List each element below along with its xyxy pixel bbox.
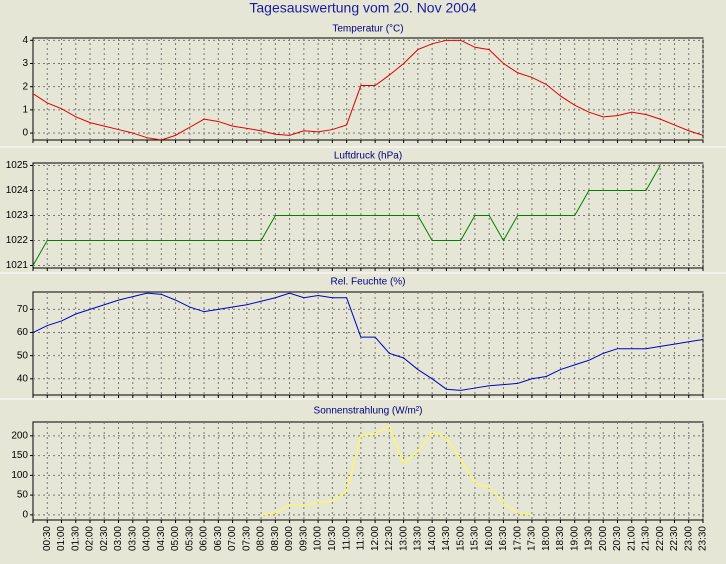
data-line xyxy=(33,165,661,266)
x-tick-label: 10:30 xyxy=(327,526,338,551)
y-tick-label: 1024 xyxy=(6,185,29,196)
x-tick-label: 06:00 xyxy=(199,526,210,551)
x-tick-label: 16:30 xyxy=(498,526,509,551)
y-tick-label: 1025 xyxy=(6,160,29,171)
plot-area xyxy=(32,37,704,141)
panel-title: Luftdruck (hPa) xyxy=(334,151,402,162)
x-tick-label: 22:30 xyxy=(669,526,680,551)
x-tick-label: 09:30 xyxy=(298,526,309,551)
data-line xyxy=(33,39,703,140)
x-tick-label: 15:30 xyxy=(470,526,481,551)
x-tick-label: 02:00 xyxy=(85,526,96,551)
x-tick-label: 09:00 xyxy=(284,526,295,551)
x-tick-label: 18:30 xyxy=(555,526,566,551)
y-tick-label: 70 xyxy=(17,304,29,315)
x-tick-label: 07:30 xyxy=(241,526,252,551)
x-tick-label: 23:30 xyxy=(698,526,709,551)
x-tick-label: 14:30 xyxy=(441,526,452,551)
plot-area xyxy=(32,421,704,521)
x-tick-label: 11:00 xyxy=(341,526,352,551)
y-tick-label: 50 xyxy=(17,350,29,361)
x-tick-label: 14:00 xyxy=(427,526,438,551)
x-tick-label: 18:00 xyxy=(541,526,552,551)
panel-title: Rel. Feuchte (%) xyxy=(330,277,405,288)
plot-area xyxy=(32,291,704,396)
x-tick-label: 12:30 xyxy=(384,526,395,551)
x-tick-label: 05:30 xyxy=(184,526,195,551)
page-title: Tagesauswertung vom 20. Nov 2004 xyxy=(249,0,476,16)
y-tick-label: 100 xyxy=(11,470,28,481)
data-line xyxy=(33,292,703,391)
y-tick-label: 1 xyxy=(22,105,28,116)
x-tick-label: 13:30 xyxy=(413,526,424,551)
x-tick-label: 22:00 xyxy=(655,526,666,551)
y-tick-label: 3 xyxy=(22,58,28,69)
x-tick-label: 19:00 xyxy=(569,526,580,551)
x-tick-label: 05:00 xyxy=(170,526,181,551)
x-tick-label: 16:00 xyxy=(484,526,495,551)
x-tick-label: 04:30 xyxy=(156,526,167,551)
x-tick-label: 02:30 xyxy=(99,526,110,551)
panel-title: Sonnenstrahlung (W/m²) xyxy=(314,406,423,417)
x-tick-label: 17:00 xyxy=(512,526,523,551)
x-tick-label: 06:30 xyxy=(213,526,224,551)
y-tick-label: 2 xyxy=(22,81,28,92)
x-tick-label: 15:00 xyxy=(455,526,466,551)
panel-title: Temperatur (°C) xyxy=(332,24,403,35)
x-tick-label: 12:00 xyxy=(370,526,381,551)
y-tick-label: 40 xyxy=(17,373,29,384)
y-tick-label: 0 xyxy=(22,510,28,521)
x-tick-label: 23:00 xyxy=(683,526,694,551)
x-tick-label: 07:00 xyxy=(227,526,238,551)
y-tick-label: 60 xyxy=(17,327,29,338)
x-tick-label: 01:30 xyxy=(70,526,81,551)
x-tick-label: 11:30 xyxy=(356,526,367,551)
y-tick-label: 150 xyxy=(11,450,28,461)
x-tick-label: 00:30 xyxy=(42,526,53,551)
x-tick-label: 03:30 xyxy=(127,526,138,551)
y-tick-label: 4 xyxy=(22,35,28,46)
y-tick-label: 1021 xyxy=(6,260,29,271)
x-tick-label: 19:30 xyxy=(584,526,595,551)
x-tick-label: 21:30 xyxy=(641,526,652,551)
x-tick-label: 13:00 xyxy=(398,526,409,551)
x-tick-label: 08:00 xyxy=(256,526,267,551)
y-tick-label: 1022 xyxy=(6,235,29,246)
x-tick-label: 08:30 xyxy=(270,526,281,551)
y-tick-label: 50 xyxy=(17,490,29,501)
x-tick-label: 20:00 xyxy=(598,526,609,551)
y-tick-label: 1023 xyxy=(6,210,29,221)
x-tick-label: 01:00 xyxy=(56,526,67,551)
y-tick-label: 200 xyxy=(11,430,28,441)
x-tick-label: 20:30 xyxy=(612,526,623,551)
data-line xyxy=(261,425,533,516)
y-tick-label: 0 xyxy=(22,128,28,139)
x-tick-label: 21:00 xyxy=(626,526,637,551)
x-tick-label: 04:00 xyxy=(142,526,153,551)
x-tick-label: 03:00 xyxy=(113,526,124,551)
x-tick-label: 10:00 xyxy=(313,526,324,551)
x-tick-label: 17:30 xyxy=(527,526,538,551)
